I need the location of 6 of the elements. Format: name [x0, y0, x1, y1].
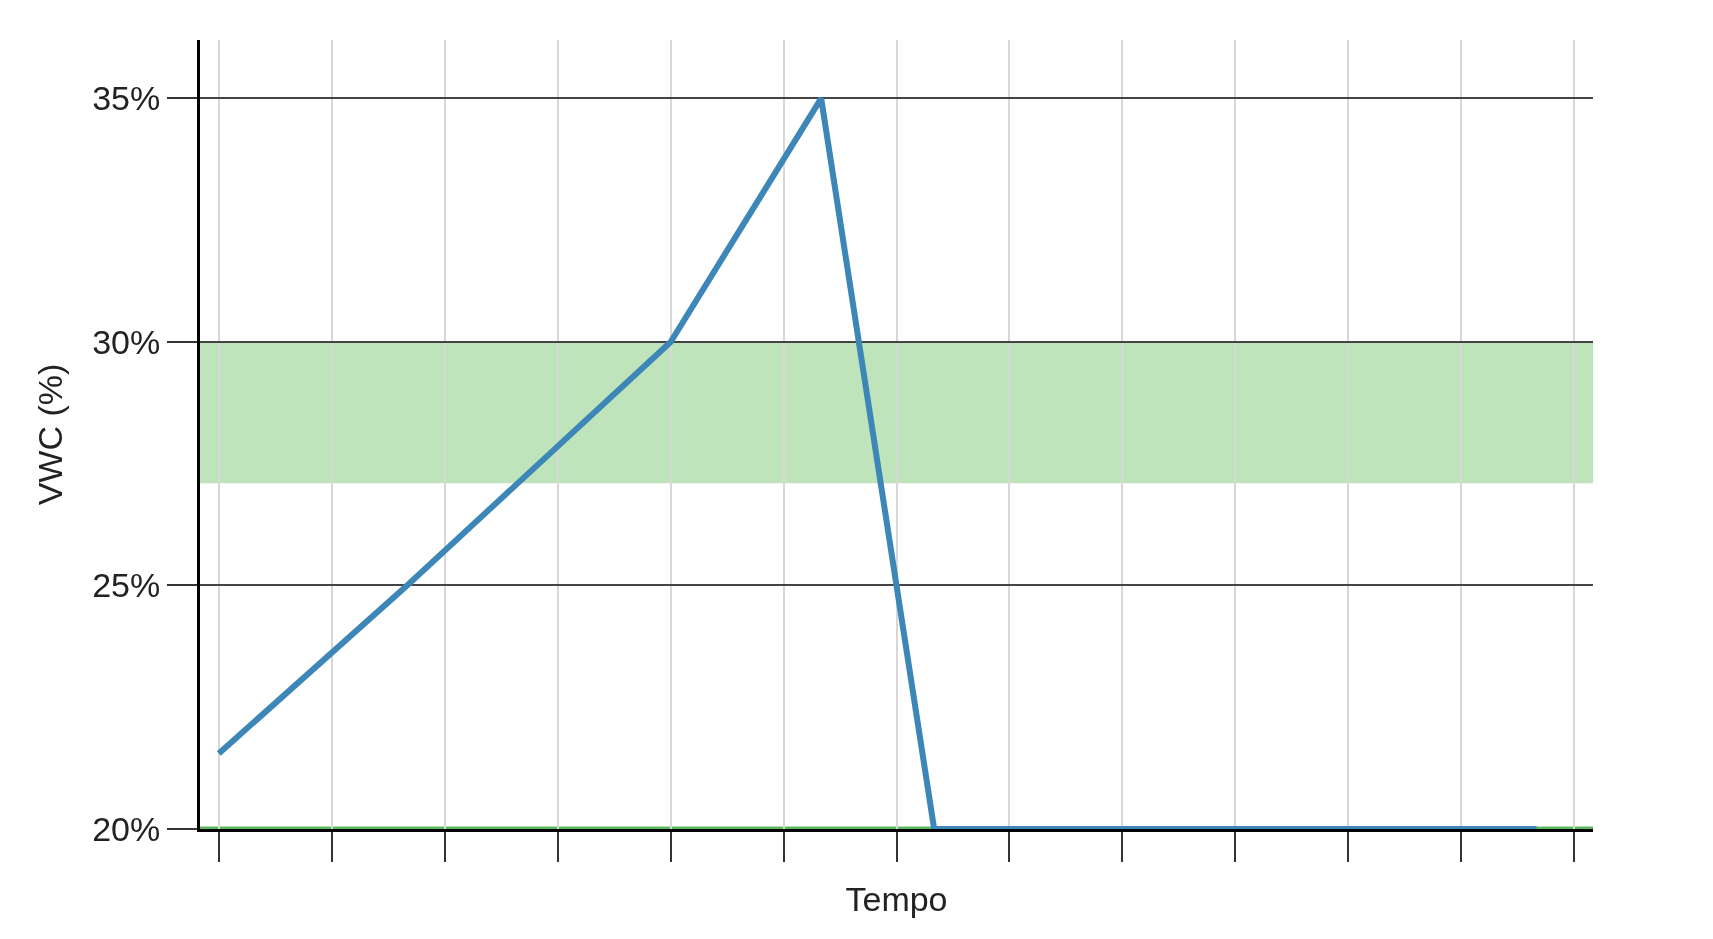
y-tick-label: 35% — [92, 79, 161, 118]
y-axis-title: VWC (%) — [30, 363, 69, 506]
x-axis-title: Tempo — [845, 880, 948, 919]
y-tick-label: 25% — [92, 566, 161, 605]
y-tick-label: 30% — [92, 322, 161, 361]
y-tick-label: 20% — [92, 809, 161, 848]
